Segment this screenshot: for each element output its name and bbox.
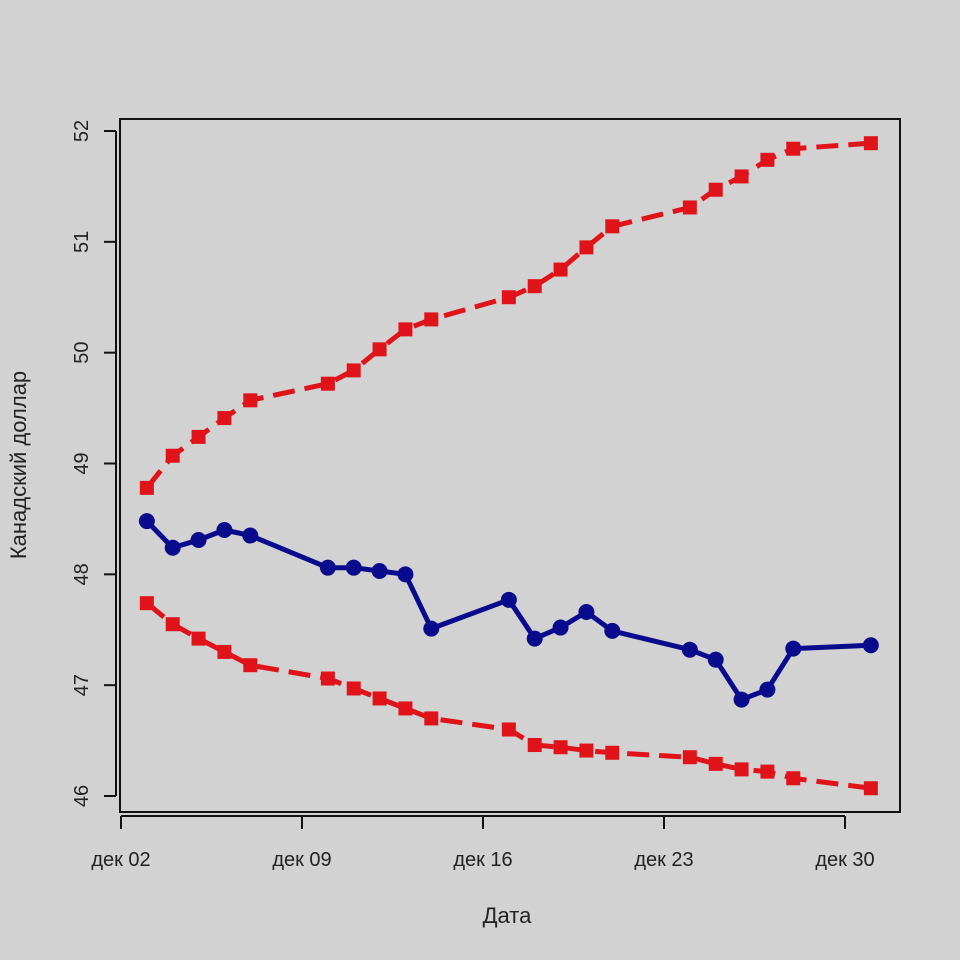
x-axis-title: Дата <box>483 903 532 928</box>
rate-point <box>785 640 802 657</box>
y-tick-label: 52 <box>71 120 93 142</box>
x-tick-label: дек 09 <box>272 849 331 871</box>
band-point <box>863 781 878 796</box>
band-point <box>553 262 568 277</box>
rate-point <box>707 651 724 668</box>
series-layer <box>138 136 879 796</box>
band-point <box>165 448 180 463</box>
x-tick-label: дек 23 <box>634 849 693 871</box>
rate-point <box>345 559 362 576</box>
y-tick-label: 48 <box>71 563 93 585</box>
band-point <box>682 750 697 765</box>
rate-point <box>371 563 388 580</box>
rate-point <box>138 513 155 530</box>
rate-point <box>862 637 879 654</box>
band-point <box>217 411 232 426</box>
band-point <box>501 722 516 737</box>
band-point <box>863 136 878 151</box>
band-point <box>139 480 154 495</box>
band-point <box>165 617 180 632</box>
band-point <box>346 681 361 696</box>
band-point <box>760 764 775 779</box>
y-axis-ticks: 46 47 48 49 50 51 52 <box>71 120 116 807</box>
band-point <box>786 141 801 156</box>
band-point <box>734 169 749 184</box>
series-1 <box>139 136 878 495</box>
series-0 <box>138 513 879 708</box>
y-tick-label: 51 <box>71 231 93 253</box>
band-point <box>605 745 620 760</box>
band-point <box>424 711 439 726</box>
band-point <box>786 771 801 786</box>
band-point <box>191 631 206 646</box>
rate-point <box>733 691 750 708</box>
rate-point <box>423 620 440 637</box>
band-point <box>320 376 335 391</box>
band-point <box>527 738 542 753</box>
band-point <box>760 152 775 167</box>
y-tick-label: 46 <box>71 785 93 807</box>
band-point <box>139 596 154 611</box>
band-point <box>501 290 516 305</box>
x-tick-label: дек 16 <box>453 849 512 871</box>
rate-point <box>216 522 233 538</box>
band-point <box>372 691 387 706</box>
band-line <box>144 140 872 490</box>
band-point <box>708 756 723 771</box>
x-tick-label: дек 30 <box>815 849 874 871</box>
band-point <box>424 312 439 327</box>
rate-point <box>397 566 414 583</box>
x-tick-label: дек 02 <box>91 849 150 871</box>
band-point <box>243 658 258 673</box>
band-point <box>398 701 413 716</box>
band-point <box>243 393 258 408</box>
rate-point <box>164 539 181 556</box>
y-axis-title: Канадский доллар <box>6 371 31 559</box>
rate-point <box>190 531 207 548</box>
band-point <box>605 219 620 234</box>
band-point <box>682 200 697 215</box>
rate-point <box>578 604 595 621</box>
band-point <box>708 182 723 197</box>
band-point <box>320 671 335 686</box>
band-point <box>734 762 749 777</box>
rate-point <box>552 619 569 636</box>
band-point <box>346 363 361 378</box>
x-axis-ticks: дек 02 дек 09 дек 16 дек 23 дек 30 <box>91 816 875 871</box>
plot-frame <box>119 118 901 813</box>
rate-point <box>526 630 543 647</box>
rate-point <box>604 622 621 639</box>
band-point <box>372 342 387 357</box>
band-point <box>579 743 594 758</box>
rate-point <box>681 641 698 658</box>
band-point <box>217 644 232 659</box>
y-tick-label: 50 <box>71 342 93 364</box>
band-point <box>553 740 568 755</box>
rate-point <box>319 559 336 576</box>
band-point <box>527 279 542 294</box>
band-point <box>579 240 594 255</box>
rate-line <box>145 519 872 703</box>
band-point <box>398 322 413 337</box>
rate-point <box>242 527 259 544</box>
series-2 <box>139 596 878 796</box>
rate-point <box>500 591 517 608</box>
y-tick-label: 47 <box>71 674 93 696</box>
band-point <box>191 429 206 444</box>
y-tick-label: 49 <box>71 452 93 474</box>
rate-point <box>759 681 776 698</box>
